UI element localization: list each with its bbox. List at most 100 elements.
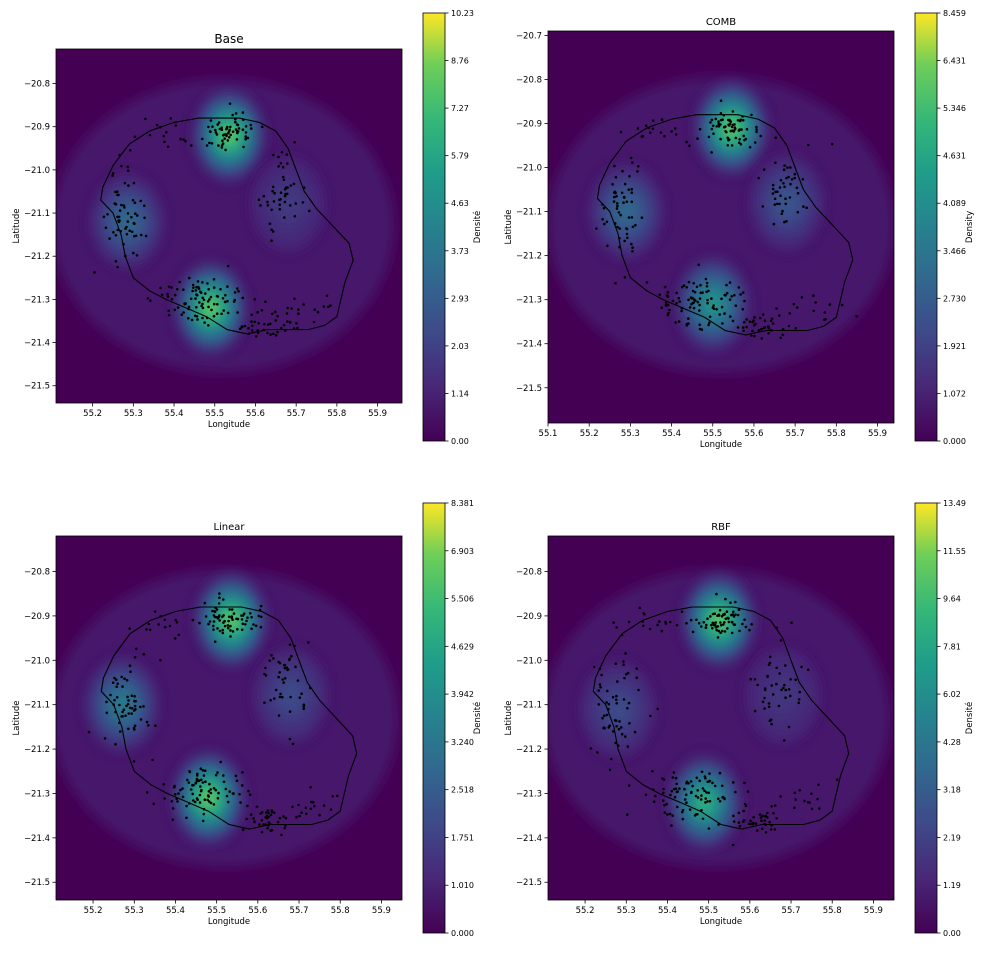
observation-point (135, 254, 139, 257)
observation-point (798, 789, 801, 792)
observation-point (751, 329, 754, 333)
observation-point (763, 696, 766, 700)
observation-point (743, 618, 746, 621)
observation-point (212, 803, 216, 806)
observation-point (614, 175, 618, 179)
observation-point (114, 234, 118, 237)
observation-point (691, 296, 694, 300)
x-tick-label: 55.3 (124, 409, 143, 419)
observation-point (179, 137, 182, 141)
observation-point (763, 819, 767, 822)
observation-point (230, 615, 234, 618)
observation-point (599, 686, 602, 689)
observation-point (732, 781, 735, 784)
observation-point (732, 814, 735, 818)
observation-point (221, 139, 224, 142)
observation-point (205, 144, 209, 147)
observation-point (256, 331, 260, 335)
observation-point (644, 793, 648, 797)
observation-point (753, 709, 757, 713)
observation-point (126, 702, 130, 706)
observation-point (720, 784, 724, 788)
observation-point (288, 710, 292, 713)
observation-point (796, 210, 800, 214)
observation-point (806, 801, 810, 804)
observation-point (671, 299, 675, 303)
observation-point (273, 697, 276, 700)
observation-point (625, 232, 629, 236)
observation-point (700, 794, 703, 797)
observation-point (771, 693, 775, 696)
x-tick-label: 55.9 (868, 429, 887, 439)
observation-point (774, 136, 777, 139)
observation-point (727, 138, 730, 142)
density-hotspot (206, 302, 215, 314)
observation-point (203, 798, 207, 801)
observation-point (203, 601, 207, 605)
observation-point (225, 794, 229, 798)
x-axis-label: Longitude (700, 440, 742, 450)
observation-point (707, 791, 711, 795)
observation-point (224, 148, 227, 152)
observation-point (228, 102, 232, 105)
observation-point (120, 203, 123, 207)
observation-point (279, 162, 283, 165)
observation-point (691, 289, 695, 293)
observation-point (726, 627, 729, 630)
observation-point (723, 312, 726, 315)
observation-point (737, 821, 741, 824)
colorbar-tick-label: 3.466 (943, 247, 966, 256)
density-layer (56, 79, 394, 373)
observation-point (173, 293, 177, 297)
observation-point (278, 207, 282, 211)
observation-point (719, 137, 722, 141)
observation-point (623, 676, 626, 680)
observation-point (198, 793, 202, 797)
observation-point (651, 788, 655, 791)
observation-point (282, 323, 286, 327)
y-tick-label: −21.4 (516, 834, 542, 844)
observation-point (752, 816, 755, 819)
observation-point (245, 817, 249, 821)
observation-point (797, 701, 800, 705)
observation-point (743, 321, 746, 324)
observation-point (817, 783, 820, 787)
observation-point (797, 698, 801, 701)
observation-point (196, 798, 199, 801)
x-tick-label: 55.2 (580, 429, 599, 439)
observation-point (208, 620, 212, 623)
observation-point (249, 813, 253, 816)
observation-point (216, 123, 219, 126)
density-hotspot (224, 130, 234, 141)
observation-point (742, 809, 745, 813)
colorbar-tick-label: 3.240 (451, 738, 474, 747)
observation-point (701, 817, 705, 821)
observation-point (126, 169, 130, 172)
observation-point (114, 743, 117, 746)
observation-point (754, 322, 757, 326)
observation-point (252, 623, 255, 626)
observation-point (777, 704, 781, 708)
x-tick-label: 55.7 (782, 906, 801, 916)
observation-point (645, 281, 649, 284)
observation-point (717, 797, 720, 801)
y-tick-label: −21.1 (24, 701, 50, 711)
observation-point (711, 612, 715, 616)
observation-point (316, 310, 320, 314)
observation-point (266, 204, 270, 207)
observation-point (217, 791, 220, 795)
colorbar-tick-label: 5.506 (451, 595, 474, 604)
observation-point (785, 220, 788, 223)
observation-point (652, 800, 656, 803)
observation-point (618, 227, 621, 230)
observation-point (614, 741, 617, 745)
observation-point (198, 621, 201, 625)
observation-point (783, 683, 786, 687)
observation-point (744, 804, 748, 808)
observation-point (147, 622, 151, 626)
observation-point (699, 291, 702, 295)
observation-point (706, 298, 709, 302)
observation-point (257, 614, 261, 618)
observation-point (173, 785, 176, 789)
observation-point (757, 329, 761, 332)
